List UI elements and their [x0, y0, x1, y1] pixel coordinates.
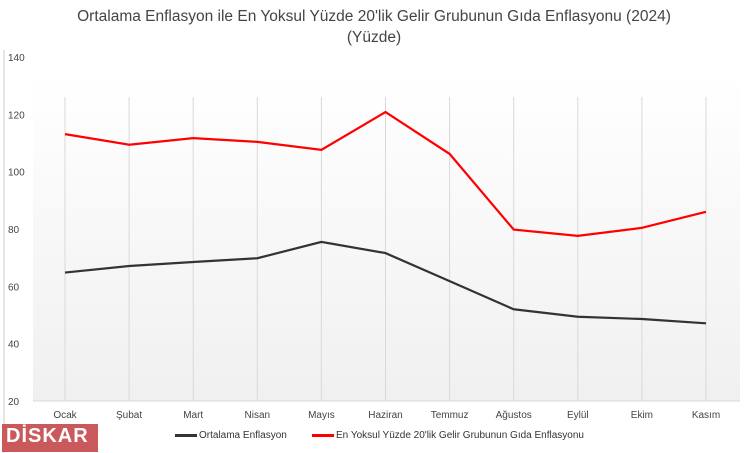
legend-label: Ortalama Enflasyon — [199, 430, 287, 441]
x-tick-label: Mayıs — [308, 410, 335, 421]
diskar-logo: DİSKAR — [2, 424, 98, 452]
x-tick-label: Nisan — [245, 410, 271, 421]
x-tick-label: Ocak — [53, 410, 77, 421]
chart-subtitle: (Yüzde) — [346, 29, 402, 46]
y-tick-label: 100 — [8, 168, 25, 179]
chart-title: Ortalama Enflasyon ile En Yoksul Yüzde 2… — [77, 8, 671, 25]
y-tick-label: 40 — [8, 340, 20, 351]
legend-swatch — [175, 434, 197, 437]
x-tick-label: Mart — [183, 410, 203, 421]
legend-item-0: Ortalama Enflasyon — [175, 430, 287, 441]
x-tick-label: Temmuz — [431, 410, 469, 421]
legend-item-1: En Yoksul Yüzde 20'lik Gelir Grubunun Gı… — [312, 430, 584, 441]
y-tick-label: 120 — [8, 110, 25, 121]
legend-swatch — [312, 434, 334, 437]
x-tick-label: Ağustos — [496, 410, 532, 421]
x-tick-label: Haziran — [368, 410, 402, 421]
x-tick-label: Şubat — [116, 410, 142, 421]
x-tick-label: Eylül — [567, 410, 589, 421]
y-tick-label: 140 — [8, 53, 25, 64]
legend-label: En Yoksul Yüzde 20'lik Gelir Grubunun Gı… — [336, 430, 584, 441]
y-tick-label: 80 — [8, 225, 20, 236]
x-tick-label: Ekim — [631, 410, 653, 421]
x-tick-label: Kasım — [692, 410, 720, 421]
y-tick-label: 60 — [8, 282, 20, 293]
plot-background — [33, 75, 740, 401]
y-tick-label: 20 — [8, 397, 20, 408]
